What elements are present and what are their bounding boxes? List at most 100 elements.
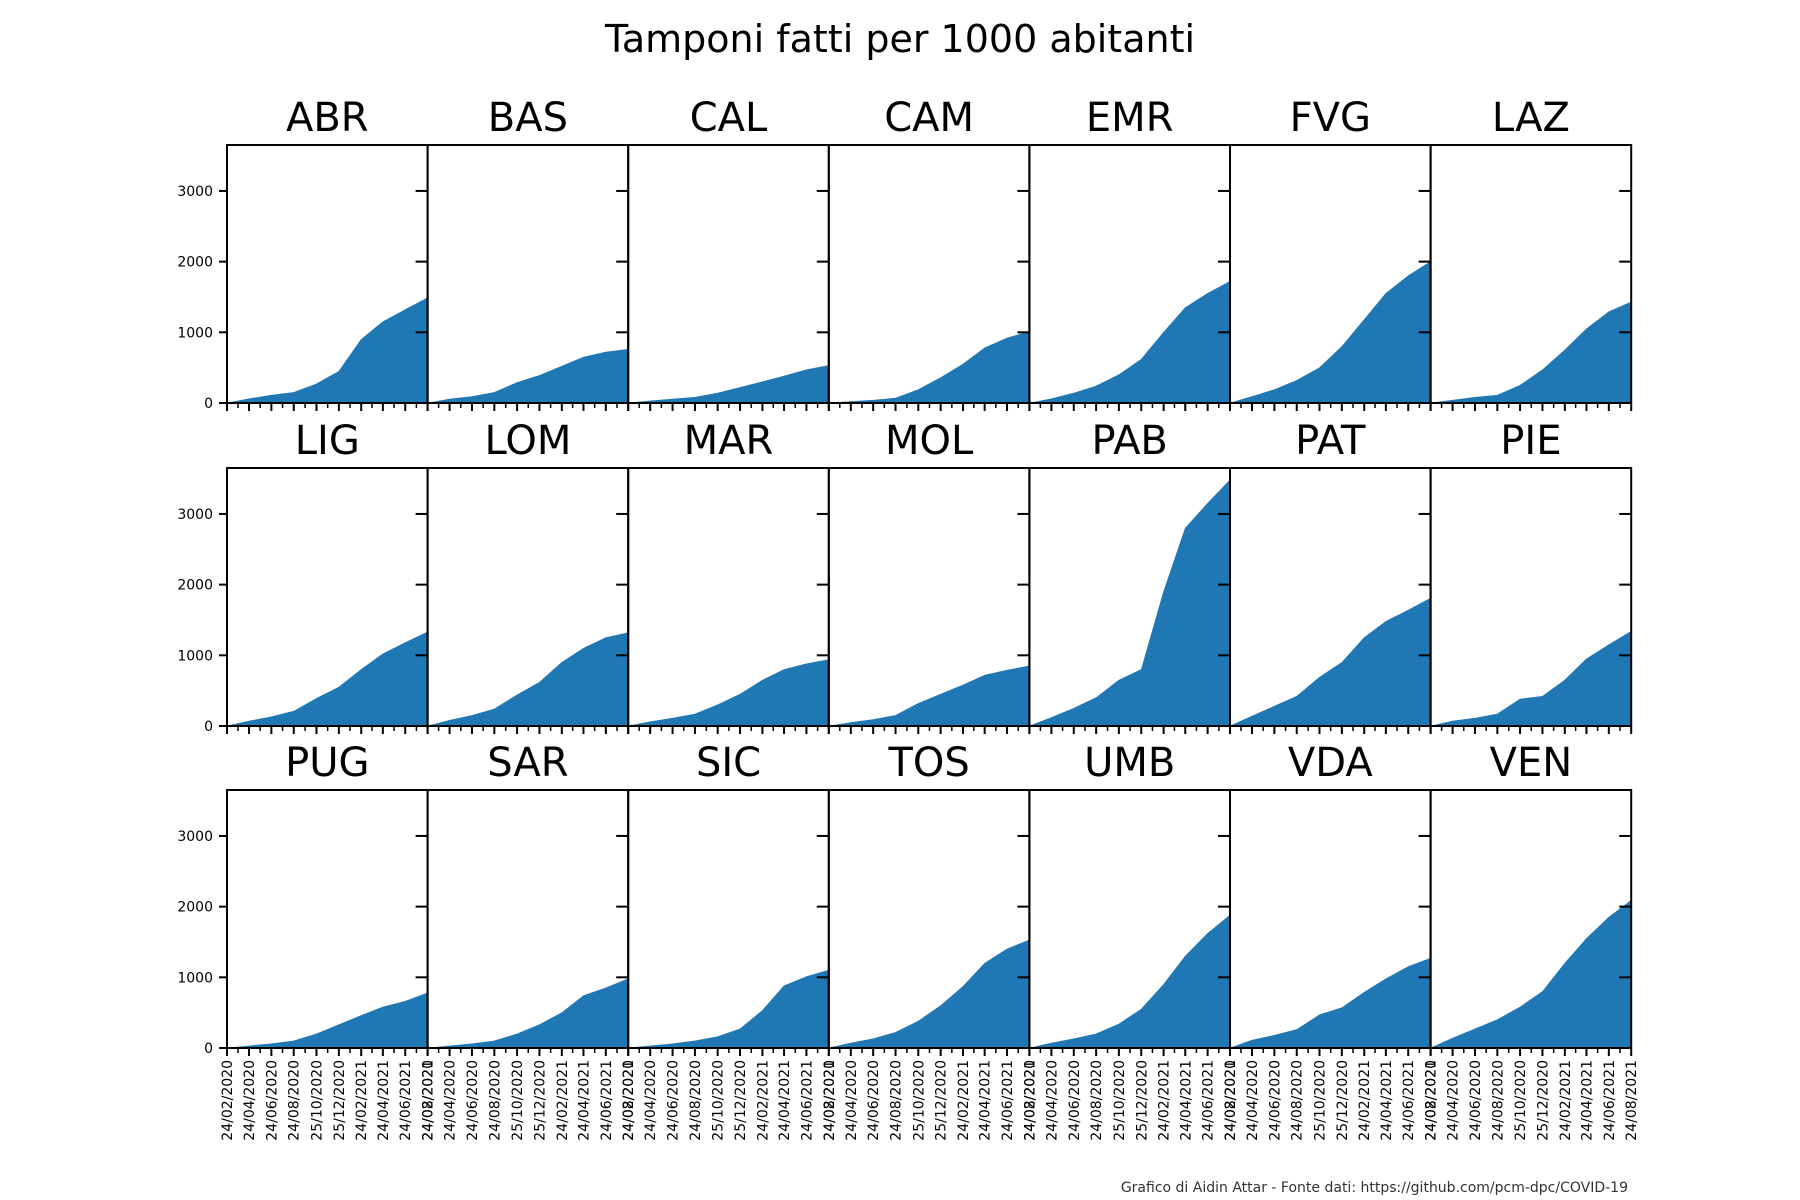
xtick-label: 25/10/2020 xyxy=(309,1060,325,1141)
xtick-label: 24/06/2020 xyxy=(264,1060,280,1141)
panel-title: VEN xyxy=(1490,740,1573,786)
xtick-label: 25/10/2020 xyxy=(1112,1060,1128,1141)
panel-title: TOS xyxy=(887,740,969,786)
panel-sar: SAR 24/02/2020 24/04/2020 24/06/2020 24/08/2… xyxy=(421,740,638,1141)
xtick-label: 24/08/2020 xyxy=(287,1060,303,1141)
panel-title: VDA xyxy=(1288,740,1373,786)
ytick-label: 3000 xyxy=(177,829,213,845)
xtick-label: 24/08/2021 xyxy=(1424,1060,1440,1141)
panel-title: EMR xyxy=(1086,95,1174,141)
xtick-label: 24/02/2020 xyxy=(220,1060,236,1141)
xtick-label: 24/04/2020 xyxy=(443,1060,459,1141)
ytick-label: 2000 xyxy=(177,900,213,916)
xtick-label: 25/10/2020 xyxy=(1312,1060,1328,1141)
panel-vda: VDA 24/02/2020 24/04/2020 24/06/2020 24/08/2… xyxy=(1223,740,1440,1141)
panel-title: SIC xyxy=(696,740,761,786)
panel-title: MOL xyxy=(885,418,974,464)
panel-laz: LAZ xyxy=(1429,95,1633,411)
xtick-label: 24/02/2020 xyxy=(1424,1060,1440,1141)
panel-pab: PAB xyxy=(1028,418,1232,734)
panel-fvg: FVG xyxy=(1229,95,1432,411)
xtick-label: 24/08/2021 xyxy=(822,1060,838,1141)
xtick-label: 25/10/2020 xyxy=(510,1060,526,1141)
xtick-label: 24/04/2020 xyxy=(1446,1060,1462,1141)
panel-title: LAZ xyxy=(1492,95,1570,141)
xtick-label: 25/10/2020 xyxy=(911,1060,927,1141)
xtick-label: 24/02/2021 xyxy=(1558,1060,1574,1141)
panel-title: PAT xyxy=(1295,418,1366,464)
xtick-label: 24/04/2021 xyxy=(1379,1060,1395,1141)
xtick-label: 24/02/2020 xyxy=(1223,1060,1239,1141)
ytick-label: 0 xyxy=(204,719,213,735)
xtick-label: 24/04/2020 xyxy=(242,1060,258,1141)
xtick-label: 25/10/2020 xyxy=(711,1060,727,1141)
xtick-label: 24/02/2021 xyxy=(354,1060,370,1141)
xtick-label: 24/04/2021 xyxy=(376,1060,392,1141)
xtick-label: 24/08/2020 xyxy=(487,1060,503,1141)
ytick-label: 2000 xyxy=(177,255,213,271)
xtick-label: 24/02/2020 xyxy=(822,1060,838,1141)
panel-title: PAB xyxy=(1092,418,1168,464)
xtick-label: 24/08/2020 xyxy=(1290,1060,1306,1141)
panel-title: LIG xyxy=(295,418,360,464)
xtick-label: 24/04/2021 xyxy=(978,1060,994,1141)
xtick-label: 24/02/2021 xyxy=(956,1060,972,1141)
xtick-label: 25/12/2020 xyxy=(733,1060,749,1141)
xtick-label: 24/08/2020 xyxy=(1490,1060,1506,1141)
xtick-label: 25/12/2020 xyxy=(332,1060,348,1141)
xtick-label: 24/02/2020 xyxy=(621,1060,637,1141)
xtick-label: 24/02/2020 xyxy=(1022,1060,1038,1141)
xtick-label: 24/04/2020 xyxy=(643,1060,659,1141)
panel-title: ABR xyxy=(286,95,369,141)
panel-cal: CAL xyxy=(627,95,830,411)
ytick-label: 0 xyxy=(204,396,213,412)
xtick-label: 24/04/2020 xyxy=(1245,1060,1261,1141)
xtick-label: 24/04/2021 xyxy=(576,1060,592,1141)
panel-title: BAS xyxy=(488,95,568,141)
chart-title: Tamponi fatti per 1000 abitanti xyxy=(604,17,1195,61)
xtick-label: 24/06/2021 xyxy=(1602,1060,1618,1141)
ytick-label: 2000 xyxy=(177,578,213,594)
xtick-label: 25/12/2020 xyxy=(1134,1060,1150,1141)
xtick-label: 24/06/2020 xyxy=(1067,1060,1083,1141)
panel-abr: ABR 0 1000 2000 3000 xyxy=(177,95,429,412)
panel-sic: SIC 24/02/2020 24/04/2020 24/06/2020 24/08/2… xyxy=(621,740,838,1141)
panel-title: CAL xyxy=(690,95,768,141)
xtick-label: 24/04/2021 xyxy=(777,1060,793,1141)
panels-grid: ABR 0 1000 2000 3000 BAS CAL CAM EMR FVG LAZ LIG 0 10… xyxy=(177,95,1640,1141)
xtick-label: 24/02/2021 xyxy=(1157,1060,1173,1141)
ytick-label: 1000 xyxy=(177,970,213,986)
xtick-label: 24/04/2020 xyxy=(1044,1060,1060,1141)
xtick-label: 24/06/2021 xyxy=(1401,1060,1417,1141)
xtick-label: 24/06/2021 xyxy=(799,1060,815,1141)
panel-title: MAR xyxy=(684,418,774,464)
panel-bas: BAS xyxy=(426,95,630,411)
xtick-label: 24/06/2020 xyxy=(666,1060,682,1141)
xtick-label: 24/08/2021 xyxy=(1624,1060,1640,1141)
xtick-label: 24/08/2020 xyxy=(1089,1060,1105,1141)
panel-title: PIE xyxy=(1500,418,1561,464)
xtick-label: 25/12/2020 xyxy=(934,1060,950,1141)
source-credit: Grafico di Aidin Attar - Fonte dati: htt… xyxy=(1121,1180,1628,1196)
xtick-label: 24/06/2020 xyxy=(1468,1060,1484,1141)
xtick-label: 24/06/2020 xyxy=(866,1060,882,1141)
xtick-label: 25/10/2020 xyxy=(1513,1060,1529,1141)
ytick-label: 3000 xyxy=(177,507,213,523)
panel-title: UMB xyxy=(1084,740,1175,786)
ytick-label: 1000 xyxy=(177,325,213,341)
panel-umb: UMB 24/02/2020 24/04/2020 24/06/2020 24/08/2… xyxy=(1022,740,1239,1141)
panel-title: FVG xyxy=(1290,95,1371,141)
panel-ven: VEN 24/02/2020 24/04/2020 24/06/2020 24/08/2… xyxy=(1424,740,1641,1141)
xtick-label: 24/04/2021 xyxy=(1178,1060,1194,1141)
panel-title: LOM xyxy=(484,418,571,464)
xtick-label: 24/06/2020 xyxy=(465,1060,481,1141)
xtick-label: 24/06/2021 xyxy=(398,1060,414,1141)
xtick-label: 24/02/2021 xyxy=(1357,1060,1373,1141)
xtick-label: 24/08/2020 xyxy=(889,1060,905,1141)
xtick-label: 24/02/2021 xyxy=(555,1060,571,1141)
xtick-label: 24/02/2020 xyxy=(421,1060,437,1141)
xtick-label: 24/06/2020 xyxy=(1267,1060,1283,1141)
xtick-label: 24/08/2021 xyxy=(421,1060,437,1141)
